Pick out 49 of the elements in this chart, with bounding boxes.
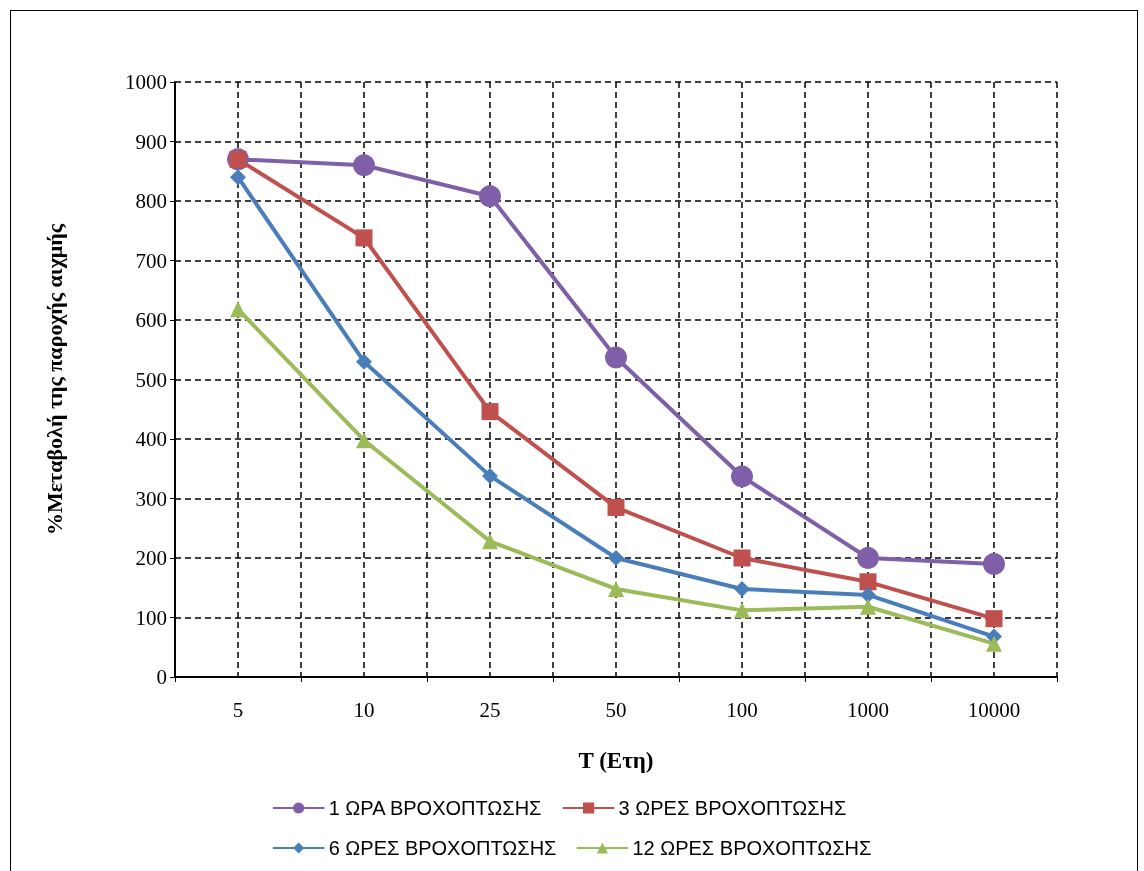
point xyxy=(857,547,879,569)
y-tick-label: 700 xyxy=(135,248,167,273)
y-tick-label: 0 xyxy=(156,665,167,689)
legend-label: 1 ΩΡΑ ΒΡΟΧΟΠΤΩΣΗΣ xyxy=(328,797,542,819)
y-tick-label: 1000 xyxy=(125,70,167,94)
point xyxy=(482,533,498,550)
point xyxy=(733,549,751,567)
legend-label: 6 ΩΡΕΣ ΒΡΟΧΟΠΤΩΣΗΣ xyxy=(328,837,557,859)
y-axis-title: %Μεταβολή της παροχής αιχμής xyxy=(41,223,67,536)
point xyxy=(356,353,372,370)
point xyxy=(605,346,627,369)
point xyxy=(356,432,372,449)
point xyxy=(860,586,876,603)
point xyxy=(230,169,246,186)
legend-label: 12 ΩΡΕΣ ΒΡΟΧΟΠΤΩΣΗΣ xyxy=(632,837,872,859)
x-tick-label: 10 xyxy=(353,697,375,722)
point xyxy=(481,403,499,421)
x-tick-label: 10000 xyxy=(967,697,1021,722)
y-tick-label: 900 xyxy=(135,129,167,154)
x-tick-label: 5 xyxy=(232,697,244,722)
x-tick-label: 25 xyxy=(479,697,501,722)
x-tick-label: 1000 xyxy=(847,697,889,722)
point xyxy=(731,465,753,488)
point xyxy=(608,550,624,566)
point xyxy=(734,602,750,619)
point xyxy=(230,301,246,318)
point xyxy=(355,229,373,247)
y-tick-label: 100 xyxy=(135,605,167,630)
point xyxy=(983,552,1005,575)
point xyxy=(479,185,501,208)
point xyxy=(986,635,1002,652)
y-tick-label: 400 xyxy=(135,427,167,451)
point xyxy=(860,598,876,615)
point xyxy=(607,498,625,516)
legend-label: 3 ΩΡΕΣ ΒΡΟΧΟΠΤΩΣΗΣ xyxy=(618,797,847,819)
y-tick-label: 500 xyxy=(135,367,167,392)
y-tick-label: 300 xyxy=(135,486,167,511)
point xyxy=(482,467,498,484)
y-tick-label: 800 xyxy=(135,189,167,213)
point xyxy=(734,580,750,597)
y-tick-label: 600 xyxy=(135,308,167,332)
y-tick-label: 200 xyxy=(135,546,167,570)
point xyxy=(985,610,1003,628)
point xyxy=(353,154,375,177)
x-axis-title: T (Ετη) xyxy=(578,748,654,773)
x-tick-label: 100 xyxy=(726,697,758,722)
x-tick-label: 50 xyxy=(605,697,627,722)
point xyxy=(608,580,624,597)
point xyxy=(859,573,877,591)
